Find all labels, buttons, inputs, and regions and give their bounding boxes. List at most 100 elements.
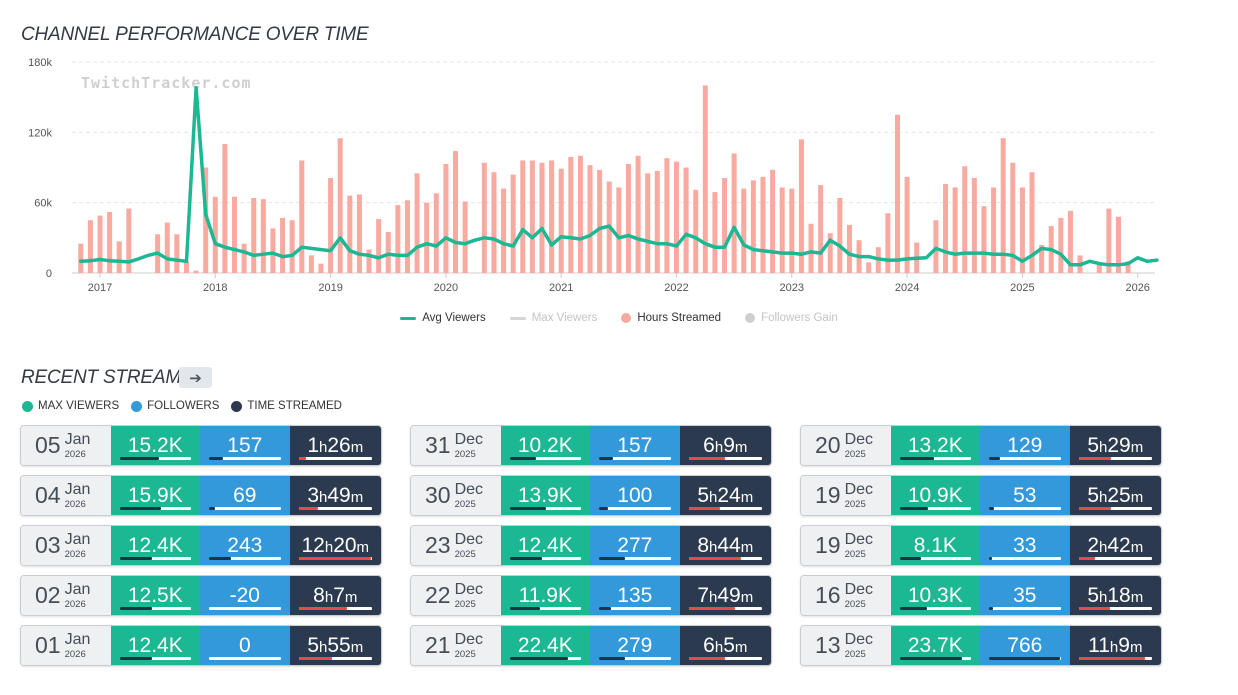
hours-streamed-bar[interactable] [568, 156, 574, 273]
hours-streamed-bar[interactable] [193, 270, 199, 273]
hours-streamed-bar[interactable] [674, 161, 679, 273]
stream-card[interactable]: 13 Dec 2025 23.7K 766 11h9m [800, 625, 1162, 666]
hours-streamed-bar[interactable] [280, 217, 286, 273]
hours-streamed-bar[interactable] [933, 220, 939, 273]
stream-card[interactable]: 23 Dec 2025 12.4K 277 8h44m [410, 525, 772, 566]
avg-viewers-series-line[interactable] [79, 86, 1159, 267]
hours-streamed-bar[interactable] [798, 139, 804, 273]
hours-streamed-bar[interactable] [424, 202, 430, 273]
hours-streamed-bars[interactable] [78, 85, 1131, 274]
hours-streamed-bar[interactable] [126, 208, 132, 273]
hours-streamed-bar[interactable] [664, 158, 670, 273]
hours-streamed-bar[interactable] [731, 153, 737, 273]
hours-streamed-bar[interactable] [722, 178, 728, 273]
hours-streamed-bar[interactable] [1096, 264, 1102, 273]
hours-streamed-bar[interactable] [404, 200, 410, 273]
legend-item-hours-streamed[interactable]: Hours Streamed [621, 312, 721, 324]
hours-streamed-bar[interactable] [789, 188, 795, 273]
legend-item-max-viewers[interactable]: Max Viewers [509, 312, 597, 324]
stream-card[interactable]: 04 Jan 2026 15.9K 69 3h49m [20, 475, 382, 516]
stream-card[interactable]: 16 Dec 2025 10.3K 35 5h18m [800, 575, 1162, 616]
hours-streamed-bar[interactable] [827, 233, 833, 273]
hours-streamed-bar[interactable] [308, 255, 314, 273]
stream-card[interactable]: 19 Dec 2025 8.1K 33 2h42m [800, 525, 1162, 566]
hours-streamed-bar[interactable] [289, 220, 295, 273]
hours-streamed-bar[interactable] [693, 189, 699, 273]
hours-streamed-bar[interactable] [203, 167, 209, 274]
hours-streamed-bar[interactable] [808, 223, 814, 273]
hours-streamed-bar[interactable] [222, 144, 228, 273]
hours-streamed-bar[interactable] [635, 155, 641, 273]
hours-streamed-bar[interactable] [1058, 217, 1064, 273]
hours-streamed-bar[interactable] [597, 169, 603, 273]
hours-streamed-bar[interactable] [558, 168, 564, 273]
hours-streamed-bar[interactable] [481, 162, 487, 273]
stream-card[interactable]: 20 Dec 2025 13.2K 129 5h29m [800, 425, 1162, 466]
hours-streamed-bar[interactable] [251, 197, 257, 273]
hours-streamed-bar[interactable] [318, 263, 324, 273]
hours-streamed-bar[interactable] [510, 174, 516, 273]
recent-streams-arrow-button[interactable]: ➔ [179, 367, 212, 388]
hours-streamed-bar[interactable] [491, 172, 497, 273]
hours-streamed-bar[interactable] [952, 187, 958, 273]
stream-card[interactable]: 22 Dec 2025 11.9K 135 7h49m [410, 575, 772, 616]
stream-card[interactable]: 05 Jan 2026 15.2K 157 1h26m [20, 425, 382, 466]
hours-streamed-bar[interactable] [962, 166, 968, 273]
hours-streamed-bar[interactable] [395, 205, 401, 273]
hours-streamed-bar[interactable] [1029, 172, 1035, 273]
hours-streamed-bar[interactable] [270, 228, 276, 273]
hours-streamed-bar[interactable] [779, 187, 785, 273]
hours-streamed-bar[interactable] [587, 165, 593, 273]
hours-streamed-bar[interactable] [520, 160, 526, 273]
stream-card[interactable]: 01 Jan 2026 12.4K 0 5h55m [20, 625, 382, 666]
hours-streamed-bar[interactable] [616, 187, 622, 273]
hours-streamed-bar[interactable] [116, 241, 122, 273]
hours-streamed-bar[interactable] [750, 180, 756, 273]
hours-streamed-bar[interactable] [702, 85, 708, 273]
hours-streamed-bar[interactable] [462, 201, 468, 273]
hours-streamed-bar[interactable] [97, 215, 103, 273]
hours-streamed-bar[interactable] [443, 163, 449, 273]
hours-streamed-bar[interactable] [328, 178, 334, 273]
hours-streamed-bar[interactable] [1010, 162, 1016, 273]
hours-streamed-bar[interactable] [1115, 216, 1121, 273]
hours-streamed-bar[interactable] [241, 243, 247, 273]
hours-streamed-bar[interactable] [943, 183, 949, 273]
hours-streamed-bar[interactable] [356, 194, 362, 273]
hours-streamed-bar[interactable] [414, 173, 420, 273]
hours-streamed-bar[interactable] [894, 114, 900, 273]
hours-streamed-bar[interactable] [347, 195, 353, 273]
hours-streamed-bar[interactable] [1067, 210, 1073, 273]
stream-card[interactable]: 02 Jan 2026 12.5K -20 8h7m [20, 575, 382, 616]
hours-streamed-bar[interactable] [337, 138, 343, 273]
hours-streamed-bar[interactable] [837, 197, 843, 273]
hours-streamed-bar[interactable] [366, 249, 372, 273]
hours-streamed-bar[interactable] [529, 160, 535, 273]
hours-streamed-bar[interactable] [376, 219, 382, 273]
hours-streamed-bar[interactable] [625, 163, 631, 273]
hours-streamed-bar[interactable] [1000, 138, 1006, 273]
hours-streamed-bar[interactable] [981, 206, 987, 273]
hours-streamed-bar[interactable] [232, 196, 238, 273]
hours-streamed-bar[interactable] [741, 188, 747, 273]
hours-streamed-bar[interactable] [1106, 208, 1112, 273]
hours-streamed-bar[interactable] [654, 171, 660, 273]
stream-card[interactable]: 31 Dec 2025 10.2K 157 6h9m [410, 425, 772, 466]
hours-streamed-bar[interactable] [971, 178, 977, 273]
stream-card[interactable]: 21 Dec 2025 22.4K 279 6h5m [410, 625, 772, 666]
hours-streamed-bar[interactable] [87, 220, 93, 273]
hours-streamed-bar[interactable] [577, 155, 583, 273]
hours-streamed-bar[interactable] [712, 192, 718, 273]
hours-streamed-bar[interactable] [760, 176, 766, 273]
hours-streamed-bar[interactable] [501, 188, 507, 273]
hours-streamed-bar[interactable] [770, 169, 776, 273]
hours-streamed-bar[interactable] [164, 222, 170, 273]
hours-streamed-bar[interactable] [885, 213, 891, 273]
hours-streamed-bar[interactable] [846, 224, 852, 273]
hours-streamed-bar[interactable] [453, 151, 459, 273]
hours-streamed-bar[interactable] [260, 199, 266, 273]
hours-streamed-bar[interactable] [904, 176, 910, 273]
stream-card[interactable]: 03 Jan 2026 12.4K 243 12h20m [20, 525, 382, 566]
hours-streamed-bar[interactable] [174, 234, 180, 273]
hours-streamed-bar[interactable] [645, 173, 651, 273]
